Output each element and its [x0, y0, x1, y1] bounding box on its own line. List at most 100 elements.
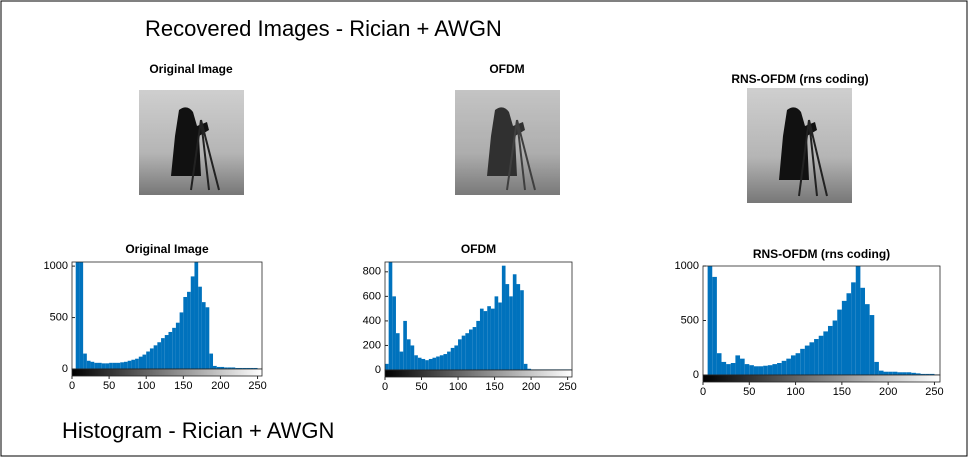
- bar: [490, 308, 495, 370]
- bar: [874, 361, 879, 375]
- y-tick-label: 500: [681, 314, 699, 326]
- bar: [194, 262, 199, 369]
- bar: [116, 362, 121, 369]
- x-tick-label: 50: [103, 380, 115, 392]
- bar: [479, 308, 484, 370]
- bar: [786, 358, 791, 375]
- bar: [892, 371, 898, 375]
- bar: [869, 315, 875, 375]
- bar: [469, 329, 473, 370]
- bar: [135, 358, 139, 369]
- bar: [421, 358, 426, 370]
- bar: [512, 274, 517, 370]
- bar: [753, 366, 759, 375]
- x-tick-label: 150: [174, 380, 192, 392]
- bar: [101, 363, 106, 369]
- x-tick-label: 0: [382, 381, 388, 393]
- bar: [406, 339, 411, 370]
- bar: [109, 362, 113, 369]
- bar: [721, 361, 727, 375]
- bar: [476, 320, 480, 370]
- plot-area: [707, 266, 940, 375]
- bar: [79, 262, 84, 369]
- bar: [487, 306, 491, 370]
- bar: [814, 339, 819, 375]
- bar: [439, 355, 444, 370]
- bar: [712, 276, 717, 375]
- colorbar: [71, 368, 263, 377]
- x-tick-label: 200: [879, 386, 897, 398]
- bar: [735, 355, 741, 375]
- image: [455, 90, 560, 195]
- bar: [227, 367, 232, 369]
- y-tick-label: 1000: [44, 260, 68, 272]
- bar: [707, 266, 713, 375]
- bar: [498, 302, 502, 370]
- bar: [809, 342, 815, 375]
- bar: [97, 362, 102, 369]
- bar: [428, 358, 433, 370]
- bar: [209, 353, 214, 369]
- bar: [198, 286, 202, 369]
- bar: [146, 351, 150, 369]
- bar: [414, 355, 418, 370]
- colorbar: [384, 369, 573, 378]
- x-tick-label: 100: [786, 386, 804, 398]
- bar: [403, 320, 407, 370]
- bar: [458, 339, 462, 370]
- bar: [175, 322, 180, 369]
- bar: [509, 296, 513, 370]
- bar: [855, 266, 861, 375]
- bar: [75, 262, 80, 369]
- bar: [131, 359, 136, 369]
- y-tick-label: 600: [363, 290, 381, 302]
- bar: [841, 300, 847, 375]
- bar: [818, 335, 824, 375]
- bar: [138, 356, 143, 369]
- bar: [432, 357, 437, 370]
- bar: [823, 331, 828, 375]
- bar: [878, 370, 884, 375]
- bar: [505, 284, 510, 370]
- image-title: RNS-OFDM (rns coding): [731, 72, 868, 86]
- bar: [94, 362, 98, 369]
- y-tick-label: 0: [693, 369, 699, 381]
- y-tick-label: 200: [363, 339, 381, 351]
- bar: [238, 367, 243, 369]
- bar: [883, 371, 889, 375]
- plot-area: [75, 262, 262, 369]
- image: [139, 90, 244, 195]
- bar: [425, 360, 429, 370]
- bar: [865, 304, 870, 375]
- bar: [465, 333, 470, 370]
- bar: [157, 342, 162, 369]
- y-tick-label: 0: [62, 363, 68, 375]
- bar: [142, 354, 147, 369]
- bar: [472, 327, 477, 370]
- bar: [399, 351, 404, 370]
- image-title: OFDM: [489, 62, 524, 76]
- bar: [911, 372, 916, 375]
- bar: [837, 309, 842, 375]
- bar: [516, 284, 521, 370]
- bar: [242, 367, 247, 369]
- bar: [925, 373, 930, 375]
- bar: [744, 364, 750, 375]
- bar: [494, 296, 499, 370]
- bar: [172, 327, 176, 369]
- bar: [235, 367, 239, 369]
- bar: [417, 357, 422, 370]
- bar: [83, 353, 87, 369]
- bar: [253, 367, 258, 369]
- bar: [201, 302, 206, 369]
- bar: [388, 262, 393, 370]
- bar: [179, 312, 184, 369]
- bar: [187, 291, 191, 369]
- bar: [149, 348, 154, 369]
- bar: [860, 287, 866, 375]
- x-tick-label: 250: [558, 381, 576, 393]
- colorbar: [702, 374, 941, 383]
- bar: [726, 364, 731, 375]
